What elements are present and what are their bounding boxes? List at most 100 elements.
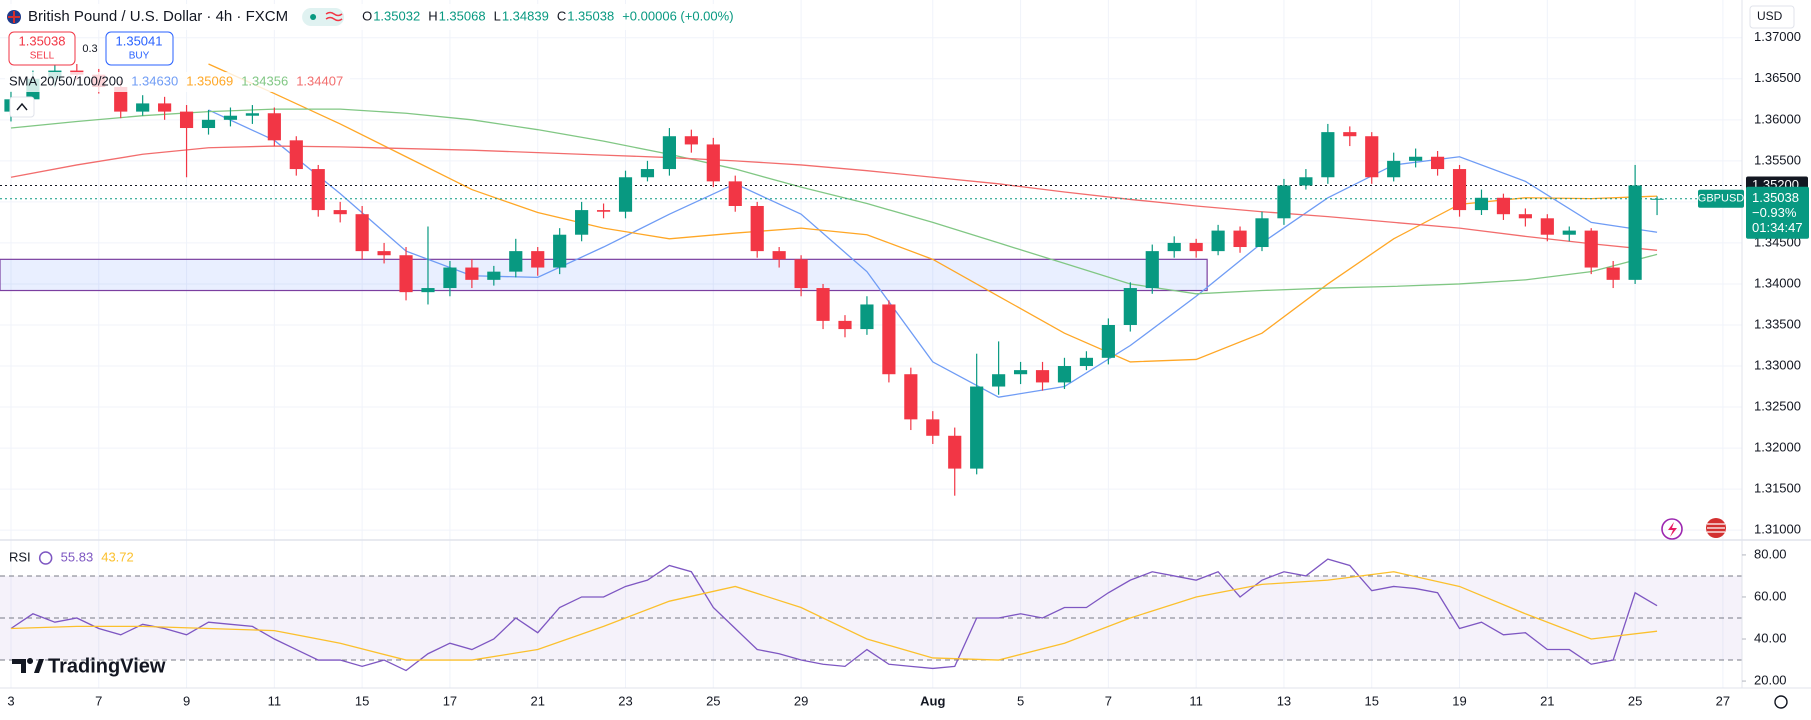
candle-body xyxy=(728,181,742,206)
alert-icon[interactable] xyxy=(1661,518,1683,540)
symbol-flag-cross xyxy=(8,11,20,23)
chart-title: British Pound / U.S. Dollar · 4h · FXCM xyxy=(28,8,288,25)
x-tick-label: 25 xyxy=(1628,693,1642,708)
buy-button[interactable] xyxy=(105,31,174,66)
candle-body xyxy=(1474,197,1489,211)
x-tick-label: 9 xyxy=(183,693,190,708)
candle-body xyxy=(816,288,830,321)
x-tick-label: 21 xyxy=(530,693,544,708)
rsi-ma-line xyxy=(10,571,1658,661)
x-tick-label: 3 xyxy=(7,693,14,708)
candle-body xyxy=(618,177,633,212)
current-price-label: 1.35038 xyxy=(1752,190,1799,205)
sell-button[interactable] xyxy=(8,31,76,66)
candle-body xyxy=(838,320,852,330)
ohlc-key: H xyxy=(428,8,437,23)
collapse-icon xyxy=(16,102,28,111)
candle-body xyxy=(1540,218,1554,235)
support-zone xyxy=(0,258,1208,292)
candle-body xyxy=(750,205,764,252)
candle-body xyxy=(1057,366,1072,383)
candle-body xyxy=(355,214,369,252)
x-tick-label: Aug xyxy=(920,693,945,708)
candle-body xyxy=(1211,230,1225,252)
sma-line xyxy=(10,145,1658,251)
ohlc-value: 1.35068 xyxy=(439,8,486,23)
candle-body xyxy=(640,169,655,178)
candle-body xyxy=(596,210,611,212)
candle-body xyxy=(1123,288,1137,325)
candle-body xyxy=(267,113,281,141)
candle-body xyxy=(245,113,259,116)
candle-body xyxy=(706,144,720,182)
ohlc-key: C xyxy=(557,8,566,23)
y-tick-label: 1.31000 xyxy=(1754,522,1801,537)
rsi-settings-icon[interactable] xyxy=(38,551,53,565)
flag-stripes xyxy=(1707,523,1725,533)
x-tick-label: 15 xyxy=(355,693,369,708)
sell-label: SELL xyxy=(30,51,55,62)
x-tick-label: 23 xyxy=(618,693,632,708)
y-tick-label: 1.33500 xyxy=(1754,316,1801,331)
x-tick-label: 19 xyxy=(1452,693,1466,708)
y-tick-label: 1.37000 xyxy=(1754,29,1801,44)
ohlc-value: 1.34839 xyxy=(502,8,549,23)
candle-body xyxy=(1299,177,1313,186)
candle-body xyxy=(662,136,676,170)
x-tick-label: 7 xyxy=(1105,693,1112,708)
candle-body xyxy=(1343,132,1357,137)
candle-body xyxy=(1365,136,1379,178)
buy-label: BUY xyxy=(129,51,150,62)
rsi-value: 55.83 xyxy=(61,549,94,564)
y-tick-label: 1.31500 xyxy=(1754,481,1801,496)
candle-body xyxy=(1079,357,1094,367)
candle-body xyxy=(114,86,128,112)
candle-body xyxy=(311,169,325,211)
candle-body xyxy=(772,251,786,260)
countdown-label: 01:34:47 xyxy=(1752,220,1803,235)
x-tick-label: 25 xyxy=(706,693,720,708)
header-bg xyxy=(0,4,740,30)
candle-body xyxy=(575,210,589,235)
candle-body xyxy=(201,119,216,129)
candle-body xyxy=(794,259,808,289)
logo-mark xyxy=(12,658,44,673)
candle-body xyxy=(1101,324,1115,358)
candle-body xyxy=(443,267,457,289)
symbol-label: GBPUSD xyxy=(1698,193,1745,205)
candle-body xyxy=(399,255,413,293)
rsi-tick-label: 40.00 xyxy=(1754,630,1787,645)
currency-button[interactable] xyxy=(1749,5,1795,29)
collapse-button[interactable] xyxy=(9,96,35,118)
sma-line xyxy=(10,108,1658,295)
ohlc-value: 1.35032 xyxy=(373,8,420,23)
visibility-toggle[interactable] xyxy=(302,8,345,26)
toggle-dot xyxy=(310,14,317,20)
settings-icon[interactable] xyxy=(1774,695,1788,709)
candle-body xyxy=(992,374,1006,387)
candle-body xyxy=(1255,218,1269,248)
y-tick-label: 1.35500 xyxy=(1754,152,1801,167)
legend-value: 1.34356 xyxy=(241,73,288,88)
rsi-line xyxy=(10,558,1658,672)
symbol-tag xyxy=(1698,189,1744,208)
candle-body xyxy=(1013,370,1028,375)
sell-price: 1.35038 xyxy=(19,33,66,48)
x-tick-label: 13 xyxy=(1277,693,1291,708)
candle-body xyxy=(1321,132,1335,178)
y-tick-label: 1.33000 xyxy=(1754,357,1801,372)
x-tick-label: 29 xyxy=(794,693,808,708)
y-tick-label: 1.36000 xyxy=(1754,111,1801,126)
x-tick-label: 5 xyxy=(1017,693,1024,708)
candle-body xyxy=(465,267,479,280)
y-tick-label: 1.34000 xyxy=(1754,275,1801,290)
candle-body xyxy=(553,234,567,268)
candle-body xyxy=(421,288,435,293)
candle-body xyxy=(1430,156,1445,170)
y-tick-label: 1.32500 xyxy=(1754,398,1801,413)
candle-body xyxy=(948,435,962,469)
candle-body xyxy=(926,419,940,436)
x-tick-label: 21 xyxy=(1540,693,1554,708)
ohlc-key: L xyxy=(494,8,501,23)
